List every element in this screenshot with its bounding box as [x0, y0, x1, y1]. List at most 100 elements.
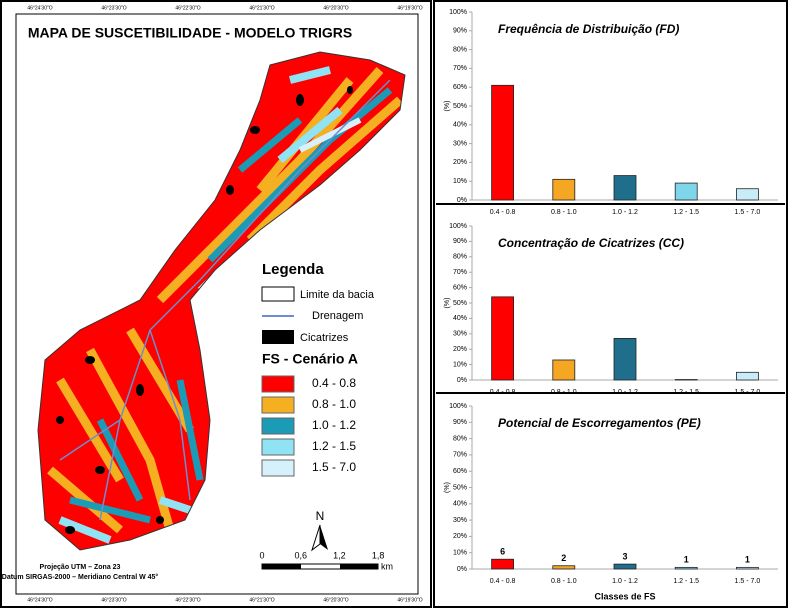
y-tick-label: 10%	[453, 178, 467, 185]
x-tick-label: 0.4 - 0.8	[490, 209, 516, 216]
legend-label: Cicatrizes	[300, 332, 349, 344]
y-tick-label: 80%	[453, 46, 467, 53]
y-tick-label: 50%	[453, 484, 467, 491]
y-tick-label: 20%	[453, 346, 467, 353]
coord-label: 46°22'30"O	[175, 597, 200, 603]
coord-label: 46°23'30"O	[101, 597, 126, 603]
y-tick-label: 0%	[457, 377, 467, 384]
coord-label: 46°20'30"O	[323, 5, 348, 11]
data-label: 6	[500, 547, 505, 557]
y-tick-label: 40%	[453, 501, 467, 508]
basin-boundary	[37, 51, 406, 551]
chart-title: Frequência de Distribuição (FD)	[498, 22, 679, 36]
bar	[613, 175, 637, 201]
x-tick-label: 1.0 - 1.2	[612, 389, 638, 396]
legend-label: 1.0 - 1.2	[312, 418, 356, 432]
scale-label: 0	[259, 550, 264, 560]
projection: Projeção UTM – Zona 23	[40, 564, 121, 571]
x-tick-label: 1.0 - 1.2	[612, 578, 638, 585]
y-tick-label: 10%	[453, 550, 467, 557]
y-tick-label: 70%	[453, 452, 467, 459]
x-tick-label: 1.5 - 7.0	[735, 578, 761, 585]
y-tick-label: 90%	[453, 419, 467, 426]
bar	[736, 371, 759, 381]
north-label: N	[316, 509, 325, 523]
scars	[56, 86, 353, 534]
scale-bar	[262, 564, 301, 569]
scale-label: 1,8	[372, 550, 385, 560]
coord-label: 46°19'30"O	[397, 5, 422, 11]
datum: Datum SIRGAS-2000 – Meridiano Central W …	[2, 573, 159, 581]
legend-title: Legenda	[262, 261, 324, 278]
data-label: 1	[745, 555, 750, 565]
x-tick-label: 0.8 - 1.0	[551, 209, 577, 216]
bar	[674, 182, 698, 201]
x-tick-label: 1.2 - 1.5	[673, 209, 699, 216]
scale-label: 1,2	[333, 550, 346, 560]
bar	[736, 566, 759, 570]
y-axis-label: (%)	[444, 298, 451, 309]
map-zone	[58, 66, 343, 544]
bar	[674, 566, 698, 570]
bar	[552, 359, 576, 381]
y-tick-label: 60%	[453, 284, 467, 291]
data-label: 3	[622, 551, 627, 561]
y-tick-label: 30%	[453, 140, 467, 147]
x-tick-label: 1.2 - 1.5	[673, 578, 699, 585]
legend-label: 0.4 - 0.8	[312, 376, 356, 390]
legend-swatch	[261, 459, 295, 477]
y-tick-label: 0%	[457, 197, 467, 204]
coord-label: 46°21'30"O	[249, 5, 274, 11]
legend-swatch	[261, 417, 295, 435]
divider	[436, 203, 785, 205]
drainage	[59, 79, 391, 521]
legend-swatch	[262, 330, 294, 344]
scale-label: 0,6	[294, 550, 307, 560]
y-tick-label: 70%	[453, 65, 467, 72]
y-tick-label: 80%	[453, 435, 467, 442]
north-arrow	[320, 525, 328, 550]
y-tick-label: 100%	[449, 403, 467, 410]
y-tick-label: 60%	[453, 468, 467, 475]
chart-title: Concentração de Cicatrizes (CC)	[498, 236, 684, 250]
bar	[736, 188, 759, 201]
map-legend: Legenda Limite da bacia Drenagem Cicatri…	[261, 261, 375, 367]
divider	[436, 392, 785, 394]
x-tick-label: 1.5 - 7.0	[735, 389, 761, 396]
y-tick-label: 20%	[453, 159, 467, 166]
coord-label: 46°22'30"O	[175, 5, 200, 11]
y-tick-label: 0%	[457, 566, 467, 573]
x-tick-label: 0.8 - 1.0	[551, 389, 577, 396]
data-label: 1	[684, 555, 689, 565]
y-tick-label: 40%	[453, 315, 467, 322]
y-tick-label: 50%	[453, 300, 467, 307]
chart-panel	[433, 0, 788, 608]
coord-label: 46°24'30"O	[27, 597, 52, 603]
legend-swatch	[261, 286, 295, 302]
coord-label: 46°20'30"O	[323, 597, 348, 603]
legend-title: FS - Cenário A	[262, 351, 358, 367]
bar	[613, 563, 637, 570]
coord-label: 46°23'30"O	[101, 5, 126, 11]
map-title: MAPA DE SUSCETIBILIDADE - MODELO TRIGRS	[28, 25, 352, 41]
x-tick-label: 0.4 - 0.8	[490, 389, 516, 396]
y-tick-label: 10%	[453, 361, 467, 368]
x-axis-label: Classes de FS	[594, 591, 655, 601]
y-tick-label: 30%	[453, 331, 467, 338]
bar	[613, 338, 637, 381]
x-tick-label: 1.0 - 1.2	[612, 209, 638, 216]
y-tick-label: 20%	[453, 533, 467, 540]
data-label: 2	[561, 553, 566, 563]
coord-label: 46°21'30"O	[249, 597, 274, 603]
x-tick-label: 0.8 - 1.0	[551, 578, 577, 585]
bar	[491, 296, 515, 381]
legend-label: 1.5 - 7.0	[312, 460, 356, 474]
legend-label: Limite da bacia	[300, 289, 375, 301]
y-tick-label: 100%	[449, 223, 467, 230]
y-tick-label: 50%	[453, 103, 467, 110]
bar	[491, 558, 515, 570]
x-tick-label: 1.2 - 1.5	[673, 389, 699, 396]
legend-label: 1.2 - 1.5	[312, 439, 356, 453]
bar	[552, 178, 576, 201]
